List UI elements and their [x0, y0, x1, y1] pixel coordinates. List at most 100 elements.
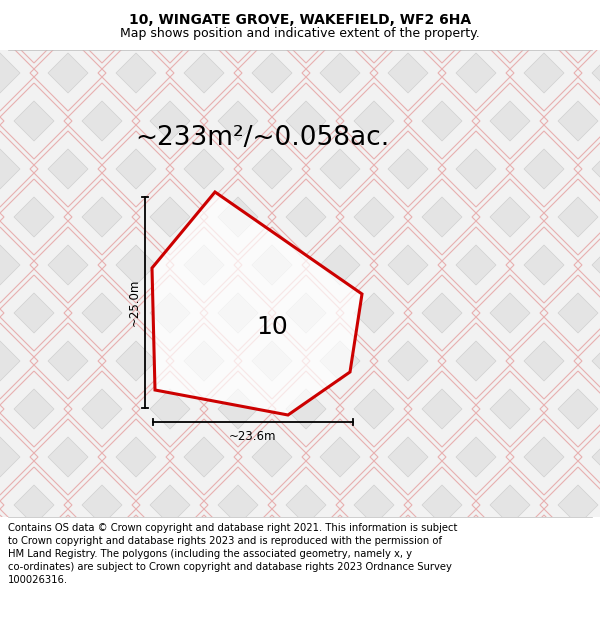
Text: HM Land Registry. The polygons (including the associated geometry, namely x, y: HM Land Registry. The polygons (includin… [8, 549, 412, 559]
Polygon shape [490, 5, 530, 45]
Polygon shape [150, 293, 190, 333]
Polygon shape [252, 53, 292, 93]
Polygon shape [116, 149, 156, 189]
Polygon shape [0, 533, 20, 573]
Polygon shape [422, 197, 462, 237]
Polygon shape [388, 437, 428, 477]
Polygon shape [354, 485, 394, 525]
Polygon shape [388, 341, 428, 381]
Polygon shape [218, 293, 258, 333]
Polygon shape [286, 5, 326, 45]
Polygon shape [286, 293, 326, 333]
Polygon shape [184, 245, 224, 285]
Text: to Crown copyright and database rights 2023 and is reproduced with the permissio: to Crown copyright and database rights 2… [8, 536, 442, 546]
Polygon shape [0, 245, 20, 285]
Polygon shape [116, 341, 156, 381]
Polygon shape [252, 533, 292, 573]
Polygon shape [150, 197, 190, 237]
Polygon shape [218, 581, 258, 621]
Polygon shape [252, 341, 292, 381]
Polygon shape [0, 341, 20, 381]
Polygon shape [558, 5, 598, 45]
Polygon shape [592, 437, 600, 477]
Polygon shape [150, 101, 190, 141]
Polygon shape [14, 293, 54, 333]
Polygon shape [422, 485, 462, 525]
Polygon shape [82, 293, 122, 333]
Polygon shape [82, 5, 122, 45]
Polygon shape [388, 245, 428, 285]
Polygon shape [286, 581, 326, 621]
Polygon shape [252, 245, 292, 285]
Polygon shape [558, 581, 598, 621]
Polygon shape [252, 149, 292, 189]
Polygon shape [184, 341, 224, 381]
Polygon shape [592, 53, 600, 93]
Polygon shape [524, 533, 564, 573]
Polygon shape [286, 389, 326, 429]
Polygon shape [354, 389, 394, 429]
Text: 10, WINGATE GROVE, WAKEFIELD, WF2 6HA: 10, WINGATE GROVE, WAKEFIELD, WF2 6HA [129, 13, 471, 27]
Text: Map shows position and indicative extent of the property.: Map shows position and indicative extent… [120, 27, 480, 40]
Polygon shape [82, 197, 122, 237]
Polygon shape [0, 149, 20, 189]
Polygon shape [456, 53, 496, 93]
Polygon shape [184, 53, 224, 93]
Polygon shape [116, 437, 156, 477]
Polygon shape [558, 293, 598, 333]
Polygon shape [150, 5, 190, 45]
Polygon shape [48, 149, 88, 189]
Polygon shape [14, 101, 54, 141]
Polygon shape [48, 437, 88, 477]
Polygon shape [456, 149, 496, 189]
Bar [0, 0, 600, 50]
Polygon shape [592, 245, 600, 285]
Polygon shape [184, 437, 224, 477]
Polygon shape [354, 5, 394, 45]
Polygon shape [14, 581, 54, 621]
Polygon shape [592, 149, 600, 189]
Polygon shape [456, 437, 496, 477]
Polygon shape [48, 245, 88, 285]
Polygon shape [524, 437, 564, 477]
Polygon shape [0, 437, 20, 477]
Polygon shape [150, 389, 190, 429]
Polygon shape [320, 533, 360, 573]
Polygon shape [184, 149, 224, 189]
Polygon shape [116, 245, 156, 285]
Polygon shape [490, 485, 530, 525]
Bar [0, 517, 600, 625]
Polygon shape [150, 485, 190, 525]
Polygon shape [490, 101, 530, 141]
Polygon shape [48, 533, 88, 573]
Polygon shape [524, 53, 564, 93]
Polygon shape [14, 197, 54, 237]
Text: ~233m²/~0.058ac.: ~233m²/~0.058ac. [135, 125, 389, 151]
Polygon shape [320, 245, 360, 285]
Text: ~25.0m: ~25.0m [128, 279, 140, 326]
Polygon shape [422, 389, 462, 429]
Polygon shape [48, 53, 88, 93]
Polygon shape [354, 197, 394, 237]
Polygon shape [320, 149, 360, 189]
Polygon shape [524, 149, 564, 189]
Text: 10: 10 [256, 315, 287, 339]
Polygon shape [320, 53, 360, 93]
Polygon shape [490, 293, 530, 333]
Polygon shape [558, 197, 598, 237]
Polygon shape [456, 245, 496, 285]
Polygon shape [82, 389, 122, 429]
Polygon shape [422, 101, 462, 141]
Polygon shape [218, 485, 258, 525]
Polygon shape [218, 197, 258, 237]
Polygon shape [218, 5, 258, 45]
Polygon shape [152, 192, 362, 415]
Polygon shape [456, 341, 496, 381]
Polygon shape [524, 341, 564, 381]
Polygon shape [14, 389, 54, 429]
Polygon shape [82, 101, 122, 141]
Polygon shape [82, 581, 122, 621]
Polygon shape [354, 293, 394, 333]
Polygon shape [218, 101, 258, 141]
Polygon shape [456, 533, 496, 573]
